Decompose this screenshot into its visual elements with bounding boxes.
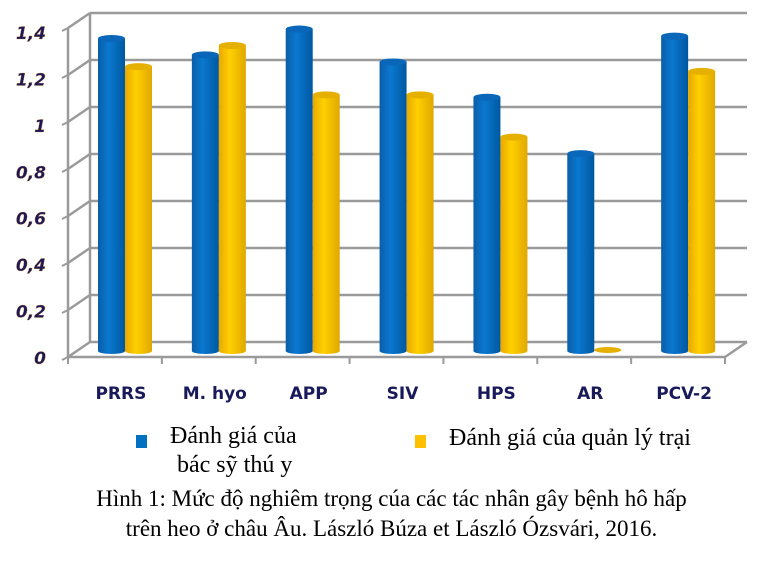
bar-top xyxy=(406,91,434,99)
x-tick-label: SIV xyxy=(387,384,420,404)
x-tick-label: PRRS xyxy=(95,384,146,404)
y-tick-label: 0,8 xyxy=(16,163,46,183)
bar-siv-series-2 xyxy=(406,91,434,354)
bar-body xyxy=(473,97,501,351)
y-tick-label: 0,4 xyxy=(16,256,46,276)
bar-hps-series-1 xyxy=(473,93,501,354)
bar-top xyxy=(218,42,246,49)
y-tick-label: 1,2 xyxy=(16,70,46,90)
wall-tick xyxy=(67,199,91,218)
bar-top xyxy=(567,150,595,158)
y-tick-label: 1,4 xyxy=(16,24,46,44)
bar-base xyxy=(312,348,340,354)
bar-app-series-1 xyxy=(285,25,313,354)
caption-line-1: Hình 1: Mức độ nghiêm trọng cúa các tác … xyxy=(96,486,687,511)
x-axis-ticks: PRRS M. hyo APP SIV HPS AR PCV-2 xyxy=(95,384,711,404)
bar-ar-series-2 xyxy=(594,347,622,353)
bar-base xyxy=(567,348,595,354)
x-tick-label: AR xyxy=(577,384,603,404)
bar-body xyxy=(661,36,689,351)
bar-app-series-2 xyxy=(312,91,340,354)
bar-top xyxy=(191,51,219,59)
bar-top xyxy=(473,93,501,101)
wall-tick xyxy=(67,11,91,30)
bar-body xyxy=(218,45,246,351)
wall-tick xyxy=(67,105,91,124)
bar-top xyxy=(661,32,689,40)
bar-body xyxy=(98,38,125,351)
legend-item-farm-manager: Đánh giá của quản lý trại xyxy=(449,425,691,451)
wall-tick xyxy=(67,340,91,359)
bar-ar-series-1 xyxy=(567,150,595,354)
bar-top xyxy=(379,58,407,66)
bar-base xyxy=(406,348,434,354)
bar-top xyxy=(125,63,152,71)
legend-item-vet: Đánh giá của bác sỹ thú y xyxy=(170,422,297,480)
wall-tick xyxy=(67,246,91,265)
caption-line-2: trên heo ở châu Âu. László Búza et Lászl… xyxy=(125,516,658,541)
bars xyxy=(98,25,716,354)
legend-swatch-yellow xyxy=(415,435,426,448)
bar-chart: 0 0,2 0,4 0,6 0,8 1 1,2 1,4 PRRS M. hyo APP SIV HPS… xyxy=(16,11,748,404)
bar-base xyxy=(688,348,716,354)
bar-body xyxy=(191,54,219,352)
bar-hps-series-2 xyxy=(500,133,528,354)
bar-prrs-series-1 xyxy=(98,34,125,354)
wall-tick xyxy=(67,152,91,171)
legend-label-vet-line1: Đánh giá của xyxy=(170,423,297,449)
bar-pcv-2-series-1 xyxy=(661,32,689,354)
bar-pcv-2-series-2 xyxy=(688,67,716,354)
x-tick-label: HPS xyxy=(477,384,516,404)
bar-base xyxy=(661,348,689,354)
y-tick-label: 0,2 xyxy=(16,303,46,323)
y-tick-label: 0,6 xyxy=(16,210,46,230)
legend-label-vet-line2: bác sỹ thú y xyxy=(177,452,293,478)
bar-top xyxy=(594,347,622,353)
bar-top xyxy=(285,25,313,33)
x-tick-label: M. hyo xyxy=(183,384,247,404)
bar-body xyxy=(567,153,595,351)
bar-body xyxy=(500,137,528,351)
y-axis-ticks: 0 0,2 0,4 0,6 0,8 1 1,2 1,4 xyxy=(16,24,47,369)
bar-body xyxy=(312,94,340,351)
bar-body xyxy=(379,61,407,351)
bar-m-hyo-series-1 xyxy=(191,51,219,354)
bar-base xyxy=(191,348,219,354)
bar-top xyxy=(312,91,340,99)
bar-base xyxy=(98,348,125,354)
bar-base xyxy=(379,348,407,354)
bar-top xyxy=(98,34,125,42)
bar-base xyxy=(285,348,313,354)
bar-m-hyo-series-2 xyxy=(218,42,246,354)
y-tick-label: 0 xyxy=(34,349,46,369)
bar-base xyxy=(125,348,152,354)
floor-right-edge xyxy=(724,340,748,359)
bar-base xyxy=(473,348,501,354)
bar-top xyxy=(688,67,716,75)
bar-top xyxy=(500,133,528,141)
legend-swatch-blue xyxy=(136,435,147,448)
x-tick-label: APP xyxy=(290,384,328,404)
bar-body xyxy=(125,66,152,352)
bar-body xyxy=(285,29,313,352)
bar-base xyxy=(218,348,246,354)
x-tick-label: PCV-2 xyxy=(656,384,712,404)
wall-tick xyxy=(67,58,91,77)
wall-tick xyxy=(67,293,91,312)
bar-prrs-series-2 xyxy=(125,63,152,354)
bar-base xyxy=(500,348,528,354)
bar-body xyxy=(688,71,716,351)
y-tick-label: 1 xyxy=(34,117,46,137)
figure-caption: Hình 1: Mức độ nghiêm trọng cúa các tác … xyxy=(0,484,783,544)
bar-body xyxy=(406,94,434,351)
bar-siv-series-1 xyxy=(379,58,407,354)
